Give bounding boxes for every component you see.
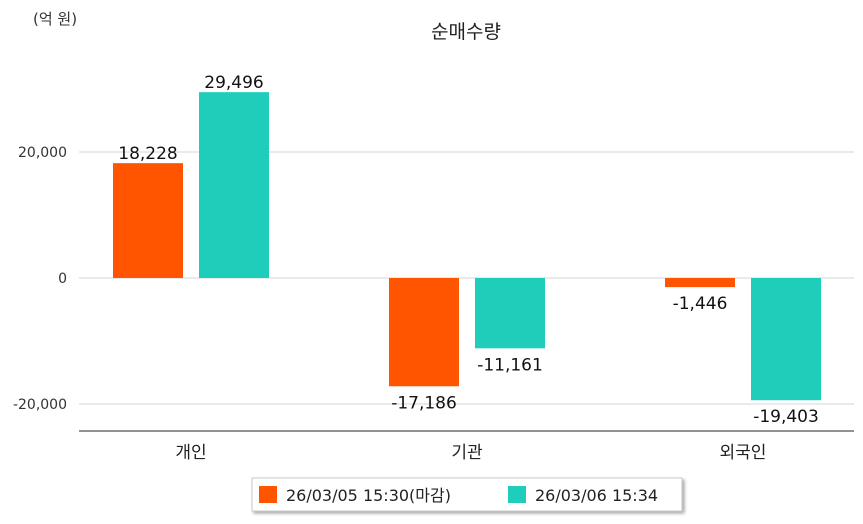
y-axis-ticks: 20,000 0 -20,000 <box>13 145 67 413</box>
y-tick-label: 20,000 <box>18 145 67 161</box>
legend-label: 26/03/05 15:30(마감) <box>286 486 451 505</box>
legend: 26/03/05 15:30(마감) 26/03/06 15:34 <box>251 477 683 512</box>
legend-label: 26/03/06 15:34 <box>535 486 658 505</box>
legend-swatch <box>259 486 277 503</box>
bar <box>665 278 735 288</box>
data-label: -19,403 <box>753 407 819 427</box>
data-label: -1,446 <box>673 294 728 314</box>
x-axis-ticks: 개인 기관 외국인 <box>175 443 766 463</box>
bar <box>751 278 821 401</box>
legend-swatch <box>508 486 526 503</box>
x-tick-label: 외국인 <box>720 443 767 463</box>
unit-label: (억 원) <box>33 10 77 28</box>
bar <box>199 92 269 278</box>
chart-title: 순매수량 <box>431 21 501 43</box>
y-tick-label: 0 <box>58 271 67 287</box>
x-tick-label: 기관 <box>451 443 482 463</box>
bar <box>475 278 545 349</box>
bar <box>389 278 459 387</box>
data-label: -11,161 <box>477 355 543 375</box>
gridlines <box>79 151 854 405</box>
x-tick-label: 개인 <box>175 443 206 463</box>
data-label: 29,496 <box>204 73 263 93</box>
y-tick-label: -20,000 <box>13 397 67 413</box>
bar <box>113 163 183 278</box>
bars <box>113 92 821 401</box>
data-label: -17,186 <box>391 393 457 413</box>
data-label: 18,228 <box>118 144 177 164</box>
data-labels: 18,228 -17,186 -1,446 29,496 -11,161 -19,403 <box>118 73 819 427</box>
legend-box <box>251 477 683 512</box>
